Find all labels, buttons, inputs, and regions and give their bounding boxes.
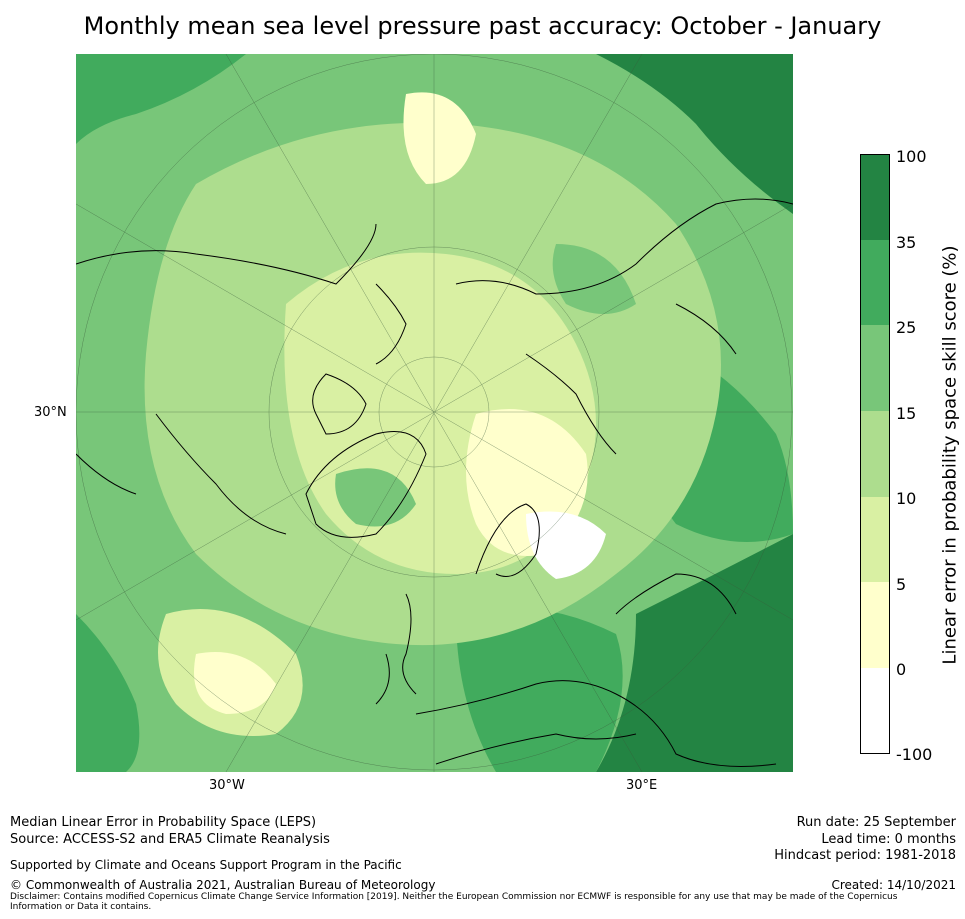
footer-disclaimer: Disclaimer: Contains modified Copernicus… [10, 892, 898, 912]
footer-run-date: Run date: 25 September [796, 815, 956, 830]
coastlines [76, 198, 793, 767]
colorbar-tick: 25 [896, 318, 917, 337]
skill-region-white [526, 511, 606, 579]
latitude-label: 30°N [34, 405, 67, 420]
colorbar-tick: 35 [896, 233, 917, 252]
colorbar [860, 154, 890, 754]
footer-source-line: Source: ACCESS-S2 and ERA5 Climate Reana… [10, 832, 330, 847]
footer-created-date: Created: 14/10/2021 [831, 878, 956, 892]
skill-score-map [76, 54, 793, 772]
colorbar-band-35-100 [860, 154, 890, 240]
map-title: Monthly mean sea level pressure past acc… [83, 12, 882, 40]
colorbar-band-25-35 [860, 240, 890, 325]
footer-lead-time: Lead time: 0 months [821, 832, 956, 847]
skill-region-south [456, 607, 623, 772]
skill-region-dark-se [596, 534, 793, 772]
colorbar-band-neg100-0 [860, 668, 890, 754]
footer-copyright-line: © Commonwealth of Australia 2021, Austra… [10, 878, 436, 892]
colorbar-tick: 100 [896, 147, 927, 166]
skill-region-yellow-atlantic [194, 652, 276, 714]
colorbar-tick: 10 [896, 489, 917, 508]
colorbar-band-10-15 [860, 411, 890, 497]
longitude-label-west: 30°W [209, 778, 245, 793]
longitude-label-east: 30°E [626, 778, 658, 793]
skill-region-greenland [335, 468, 416, 527]
footer-hindcast-period: Hindcast period: 1981-2018 [774, 848, 956, 863]
skill-region-nw [76, 54, 246, 144]
colorbar-band-5-10 [860, 497, 890, 582]
colorbar-band-15-25 [860, 325, 890, 411]
colorbar-tick: -100 [896, 745, 933, 764]
colorbar-band-0-5 [860, 582, 890, 668]
colorbar-tick: 0 [896, 660, 907, 679]
colorbar-tick: 15 [896, 404, 917, 423]
footer-support-line: Supported by Climate and Oceans Support … [10, 858, 402, 872]
skill-region-sw [76, 614, 140, 772]
colorbar-tick: 5 [896, 575, 907, 594]
colorbar-label: Linear error in probability space skill … [939, 245, 961, 665]
skill-region-yellow-north [403, 92, 476, 184]
colorbar-outline [860, 154, 890, 754]
skill-region-dark-ne [596, 54, 793, 214]
graticule [76, 54, 793, 772]
skill-region-siberia [552, 244, 636, 314]
footer-leps-line: Median Linear Error in Probability Space… [10, 815, 317, 830]
